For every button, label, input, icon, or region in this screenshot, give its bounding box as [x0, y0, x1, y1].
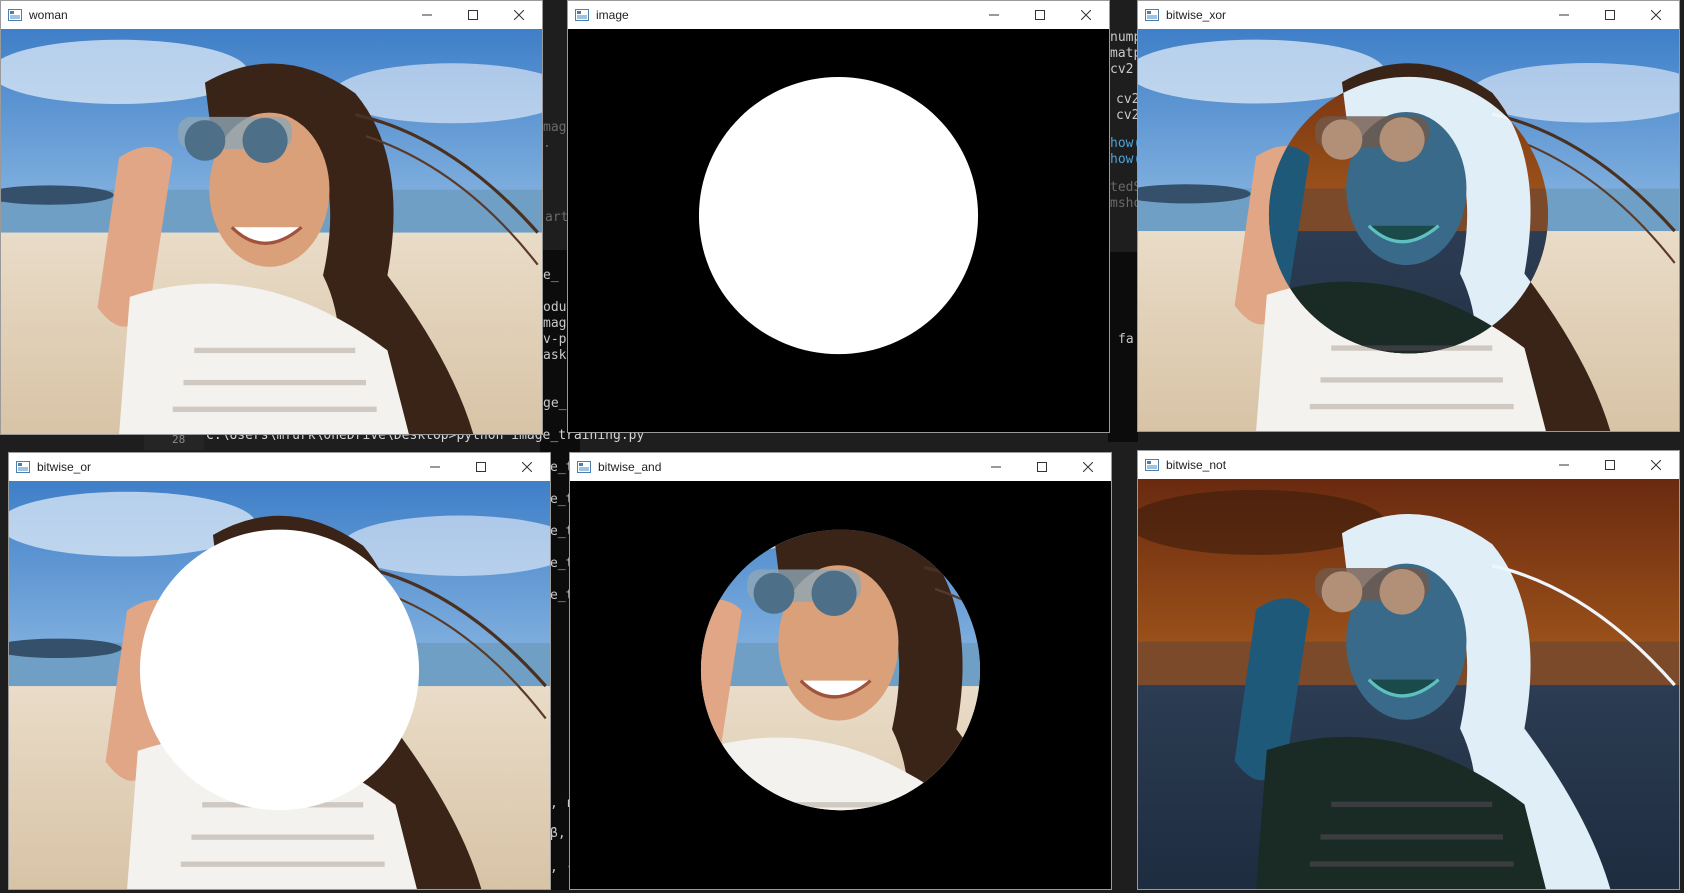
- app-icon: [1145, 9, 1159, 21]
- photo-or: [9, 481, 550, 889]
- image-canvas: [1, 29, 542, 434]
- app-icon: [1145, 459, 1159, 471]
- titlebar[interactable]: bitwise_or: [9, 453, 550, 481]
- app-icon: [8, 9, 22, 21]
- terminal-panel-right: [1108, 252, 1138, 442]
- titlebar[interactable]: woman: [1, 1, 542, 29]
- code-fragment: tedS: [1110, 180, 1142, 195]
- maximize-icon[interactable]: [450, 1, 496, 29]
- minimize-icon[interactable]: [404, 1, 450, 29]
- code-fragment: ge_: [543, 396, 567, 411]
- app-icon: [575, 9, 589, 21]
- photo-and: [570, 481, 1111, 889]
- code-fragment: cv2: [1116, 92, 1140, 107]
- image-canvas: [568, 29, 1109, 432]
- maximize-icon[interactable]: [1019, 453, 1065, 481]
- close-icon[interactable]: [1065, 453, 1111, 481]
- maximize-icon[interactable]: [1587, 451, 1633, 479]
- code-fragment: nump: [1110, 30, 1142, 45]
- window-image[interactable]: image: [567, 0, 1110, 433]
- window-bitwise-not[interactable]: bitwise_not: [1137, 450, 1680, 890]
- code-fragment: v-p: [543, 332, 567, 347]
- code-fragment: how(: [1110, 152, 1142, 167]
- code-fragment: how(: [1110, 136, 1142, 151]
- app-icon: [577, 461, 591, 473]
- close-icon[interactable]: [1063, 1, 1109, 29]
- window-title: image: [596, 8, 629, 22]
- code-fragment: e_t: [550, 588, 574, 603]
- titlebar[interactable]: image: [568, 1, 1109, 29]
- code-fragment: cv2: [1116, 108, 1140, 123]
- minimize-icon[interactable]: [1541, 451, 1587, 479]
- code-fragment: art: [545, 210, 569, 225]
- maximize-icon[interactable]: [1017, 1, 1063, 29]
- code-fragment: mag: [543, 316, 567, 331]
- window-woman[interactable]: woman: [0, 0, 543, 435]
- app-icon: [16, 461, 30, 473]
- maximize-icon[interactable]: [1587, 1, 1633, 29]
- window-bitwise-xor[interactable]: bitwise_xor: [1137, 0, 1680, 432]
- window-title: woman: [29, 8, 68, 22]
- titlebar[interactable]: bitwise_not: [1138, 451, 1679, 479]
- window-title: bitwise_not: [1166, 458, 1227, 472]
- code-fragment: cv2: [1110, 62, 1134, 77]
- close-icon[interactable]: [1633, 1, 1679, 29]
- code-fragment: ask: [543, 348, 567, 363]
- image-canvas: [1138, 29, 1679, 431]
- window-bitwise-and[interactable]: bitwise_and: [569, 452, 1112, 890]
- code-fragment: matp: [1110, 46, 1142, 61]
- window-title: bitwise_or: [37, 460, 92, 474]
- image-canvas: [1138, 479, 1679, 889]
- image-canvas: [9, 481, 550, 889]
- photo-woman: [1, 29, 542, 434]
- close-icon[interactable]: [496, 1, 542, 29]
- close-icon[interactable]: [504, 453, 550, 481]
- maximize-icon[interactable]: [458, 453, 504, 481]
- window-bitwise-or[interactable]: bitwise_or: [8, 452, 551, 890]
- window-title: bitwise_xor: [1166, 8, 1227, 22]
- code-fragment: .: [543, 136, 551, 151]
- code-fragment: mage: [543, 120, 575, 135]
- titlebar[interactable]: bitwise_and: [570, 453, 1111, 481]
- code-fragment: e_t: [550, 556, 574, 571]
- code-fragment: e_t: [550, 492, 574, 507]
- code-fragment: e_t: [550, 460, 574, 475]
- photo-not: [1138, 479, 1679, 889]
- minimize-icon[interactable]: [973, 453, 1019, 481]
- code-fragment: odu: [543, 300, 567, 315]
- photo-xor: [1138, 29, 1679, 431]
- code-fragment: e_t: [550, 524, 574, 539]
- close-icon[interactable]: [1633, 451, 1679, 479]
- window-title: bitwise_and: [598, 460, 662, 474]
- code-fragment: fa: [1118, 332, 1134, 347]
- minimize-icon[interactable]: [1541, 1, 1587, 29]
- code-fragment: β,: [550, 826, 566, 841]
- minimize-icon[interactable]: [412, 453, 458, 481]
- code-fragment: msho: [1110, 196, 1142, 211]
- mask-circle: [568, 29, 1109, 432]
- image-canvas: [570, 481, 1111, 889]
- line-number: 28: [172, 433, 186, 446]
- minimize-icon[interactable]: [971, 1, 1017, 29]
- code-fragment: e_: [543, 268, 559, 283]
- titlebar[interactable]: bitwise_xor: [1138, 1, 1679, 29]
